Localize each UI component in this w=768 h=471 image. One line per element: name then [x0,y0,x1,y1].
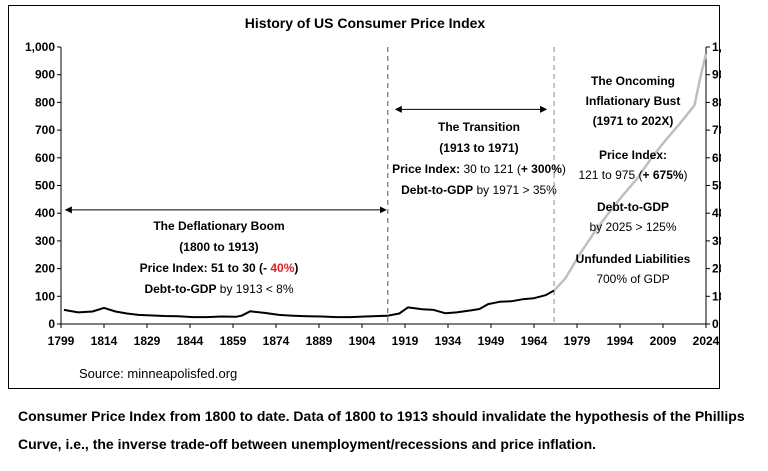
y-tick-label-right: 100 [712,289,721,303]
boom-debt-line: Debt-to-GDP by 1913 < 8% [109,279,329,300]
cpi-series-line [553,53,708,292]
chart-frame: History of US Consumer Price Index 0 100 20… [8,5,721,389]
x-tick-label: 1874 [263,334,290,348]
bust-price-pct: + 675% [642,168,684,182]
transition-price-close: ) [561,162,566,176]
y-tick-label-right: 0 [712,317,719,331]
transition-price-label: Price Index: [392,162,461,176]
x-tick-label: 1934 [435,334,462,348]
x-tick-label: 1844 [177,334,204,348]
figure-caption: Consumer Price Index from 1800 to date. … [18,408,745,452]
y-tick-label-right: 300 [712,234,721,248]
annotation-transition: The Transition (1913 to 1971) Price Inde… [379,117,579,201]
y-tick-label-right: 600 [712,151,721,165]
y-tick-label-left: 800 [35,95,55,109]
bust-debt-value: by 2025 > 125% [589,220,677,234]
transition-debt-label: Debt-to-GDP [401,183,474,197]
chart-source: Source: minneapolisfed.org [79,366,238,381]
y-tick-label-left: 500 [35,179,55,193]
bust-unfunded-value: 700% of GDP [596,272,670,286]
annotation-inflationary-bust: The Oncoming Inflationary Bust (1971 to … [563,71,703,289]
boom-price-prefix: Price Index: 51 to 30 (- [139,261,271,275]
transition-price-value: 30 to 121 ( [460,162,521,176]
x-tick-label: 1814 [91,334,118,348]
boom-title: The Deflationary Boom [153,219,285,233]
y-tick-label-left: 300 [35,234,55,248]
transition-price-line: Price Index: 30 to 121 (+ 300%) [379,159,579,180]
transition-years: (1913 to 1971) [439,141,519,155]
boom-debt-label: Debt-to-GDP [144,282,217,296]
x-tick-label: 1829 [134,334,161,348]
transition-debt-line: Debt-to-GDP by 1971 > 35% [379,180,579,201]
chart-title: History of US Consumer Price Index [245,15,486,31]
y-tick-label-left: 400 [35,206,55,220]
y-tick-label-right: 200 [712,262,721,276]
y-tick-label-left: 600 [35,151,55,165]
bust-title-2: Inflationary Bust [585,94,681,108]
y-tick-label-left: 900 [35,68,55,82]
boom-price-pct: 40% [270,261,295,275]
y-tick-label-right: 800 [712,95,721,109]
x-tick-label: 1904 [349,334,376,348]
transition-title: The Transition [437,120,520,134]
bust-unfunded-label: Unfunded Liabilities [575,252,691,266]
boom-price-suffix: ) [294,261,299,275]
boom-debt-value: by 1913 < 8% [216,282,294,296]
bust-price-close: ) [683,168,688,182]
boom-price-line: Price Index: 51 to 30 (- 40%) [109,258,329,279]
y-tick-label-right: 500 [712,179,721,193]
bust-price-label: Price Index: [598,148,668,162]
bust-price-value: 121 to 975 ( [578,168,643,182]
x-tick-label: 1799 [48,334,75,348]
y-tick-label-right: 700 [712,123,721,137]
x-tick-label: 1859 [220,334,247,348]
y-tick-label-left: 100 [35,289,55,303]
y-tick-label-right: 400 [712,206,721,220]
x-tick-label: 1964 [521,334,548,348]
y-tick-label-right: 1,000 [712,40,721,54]
boom-years: (1800 to 1913) [179,240,259,254]
y-tick-label-left: 1,000 [25,40,55,54]
y-tick-label-left: 700 [35,123,55,137]
transition-debt-value: by 1971 > 35% [473,183,557,197]
y-tick-label-right: 900 [712,68,721,82]
x-tick-label: 2009 [650,334,677,348]
x-tick-label: 1979 [564,334,591,348]
cpi-chart: History of US Consumer Price Index 0 100 20… [25,15,721,348]
annotation-deflationary-boom: The Deflationary Boom (1800 to 1913) Pri… [109,216,329,300]
y-tick-label-left: 0 [48,317,55,331]
transition-price-pct: + 300% [520,162,562,176]
bust-debt-label: Debt-to-GDP [597,200,669,214]
bust-title-1: The Oncoming [591,74,675,88]
x-tick-label: 1889 [306,334,333,348]
x-tick-label: 2024 [693,334,720,348]
x-tick-label: 1994 [607,334,634,348]
bust-years: (1971 to 202X) [592,114,674,128]
cpi-series-line [387,289,555,317]
x-tick-label: 1949 [478,334,505,348]
y-tick-label-left: 200 [35,262,55,276]
cpi-series-line [63,306,388,319]
x-tick-label: 1919 [392,334,419,348]
bust-price-line: 121 to 975 (+ 675%) [563,165,703,185]
